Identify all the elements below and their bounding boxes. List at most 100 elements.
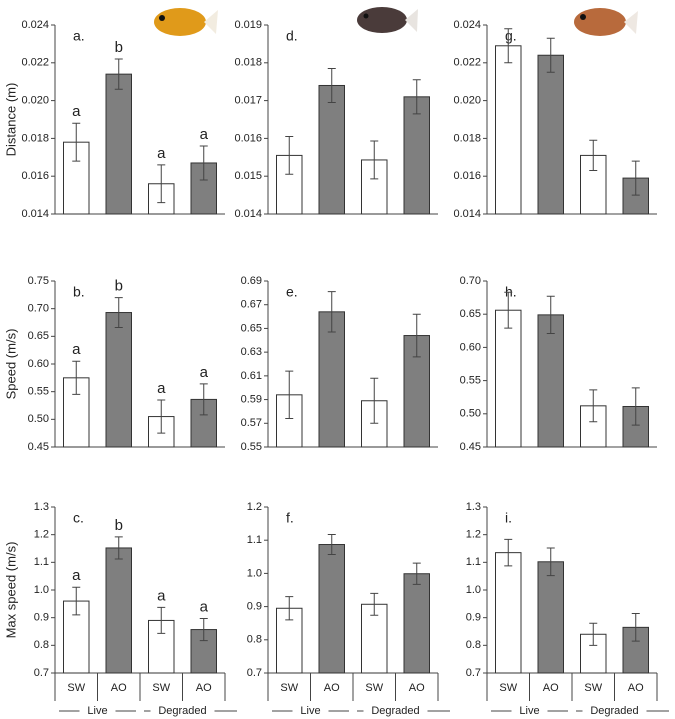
x-tick-label: SW: [152, 682, 170, 694]
error-bar: [327, 291, 336, 333]
x-tick-label: SW: [280, 682, 298, 694]
bar: [105, 73, 132, 215]
error-bar: [157, 399, 166, 434]
y-tick-label: 0.69: [241, 275, 262, 287]
y-tick-label: 0.019: [234, 19, 262, 31]
y-tick-label: 0.7: [247, 667, 262, 679]
error-bar: [546, 547, 555, 577]
y-tick-label: 0.022: [21, 57, 49, 69]
significance-letter: a: [157, 145, 166, 162]
significance-letter: a: [157, 587, 166, 604]
error-bar: [589, 389, 598, 423]
y-tick-label: 0.75: [28, 275, 49, 287]
significance-letter: b: [115, 517, 123, 534]
group-label: Live: [519, 705, 539, 717]
group-label: Degraded: [590, 705, 638, 717]
y-tick-label: 0.55: [460, 375, 481, 387]
panel-label: d.: [286, 28, 298, 44]
bar: [105, 547, 132, 674]
significance-letter: a: [72, 341, 81, 358]
significance-letter: a: [157, 380, 166, 397]
y-tick-label: 0.015: [234, 170, 262, 182]
y-tick-label: 0.9: [247, 601, 262, 613]
bar: [361, 400, 388, 448]
significance-letter: a: [200, 364, 209, 381]
error-bar: [546, 37, 555, 73]
error-bar: [72, 586, 81, 616]
bar: [495, 45, 522, 215]
y-tick-label: 1.3: [466, 501, 481, 513]
error-bar: [199, 383, 208, 416]
y-tick-label: 0.60: [28, 358, 49, 370]
y-tick-label: 0.7: [34, 667, 49, 679]
error-bar: [285, 596, 294, 621]
x-tick-label: SW: [67, 682, 85, 694]
y-tick-label: 0.016: [234, 132, 262, 144]
y-tick-label: 0.020: [21, 95, 49, 107]
group-label: Live: [300, 705, 320, 717]
y-tick-label: 1.2: [34, 529, 49, 541]
y-tick-label: 0.70: [28, 303, 49, 315]
significance-letter: a: [72, 567, 81, 584]
error-bar: [199, 617, 208, 642]
y-tick-label: 0.9: [466, 612, 481, 624]
bar: [622, 626, 649, 674]
error-bar: [114, 297, 123, 328]
bar: [495, 309, 522, 448]
error-bar: [631, 160, 640, 196]
y-tick-label: 0.7: [466, 667, 481, 679]
y-tick-label: 1.1: [466, 556, 481, 568]
group-label: Degraded: [371, 705, 419, 717]
bar: [403, 96, 430, 215]
bar: [537, 54, 564, 215]
x-tick-label: AO: [111, 682, 127, 694]
panel-label: e.: [286, 284, 298, 300]
y-tick-label: 0.014: [21, 208, 49, 220]
y-tick-label: 0.014: [234, 208, 262, 220]
fish-orange: [154, 8, 218, 36]
bar: [318, 544, 345, 674]
x-tick-label: AO: [543, 682, 559, 694]
significance-letter: a: [72, 103, 81, 120]
y-tick-label: 0.014: [453, 208, 481, 220]
bar: [318, 84, 345, 215]
error-bar: [370, 140, 379, 180]
y-tick-label: 0.50: [28, 413, 49, 425]
y-tick-label: 0.016: [453, 170, 481, 182]
y-tick-label: 0.65: [460, 308, 481, 320]
significance-letter: b: [115, 39, 123, 56]
y-tick-label: 0.59: [241, 393, 262, 405]
error-bar: [370, 592, 379, 616]
y-tick-label: 0.65: [28, 330, 49, 342]
bar: [495, 552, 522, 674]
error-bar: [285, 370, 294, 420]
y-tick-label: 0.024: [21, 19, 49, 31]
error-bar: [412, 313, 421, 358]
y-tick-label: 0.018: [453, 132, 481, 144]
y-tick-label: 0.55: [241, 441, 262, 453]
error-bar: [631, 387, 640, 426]
x-tick-label: AO: [196, 682, 212, 694]
group-label: Live: [87, 705, 107, 717]
y-tick-label: 1.0: [247, 567, 262, 579]
bar: [105, 312, 132, 448]
y-tick-label: 1.0: [34, 584, 49, 596]
panel-label: b.: [73, 284, 85, 300]
fish-striped: [574, 8, 638, 36]
y-tick-label: 0.016: [21, 170, 49, 182]
error-bar: [589, 139, 598, 172]
y-tick-label: 0.45: [28, 441, 49, 453]
y-tick-label: 0.022: [453, 57, 481, 69]
y-tick-label: 0.020: [453, 95, 481, 107]
panel-label: g.: [505, 28, 517, 44]
y-tick-label: 0.018: [21, 132, 49, 144]
bar: [537, 314, 564, 448]
error-bar: [504, 28, 513, 64]
error-bar: [72, 360, 81, 395]
error-bar: [327, 67, 336, 103]
y-tick-label: 0.45: [460, 441, 481, 453]
y-tick-label: 0.55: [28, 386, 49, 398]
panel-label: a.: [73, 28, 85, 44]
panel-label: i.: [505, 510, 512, 526]
